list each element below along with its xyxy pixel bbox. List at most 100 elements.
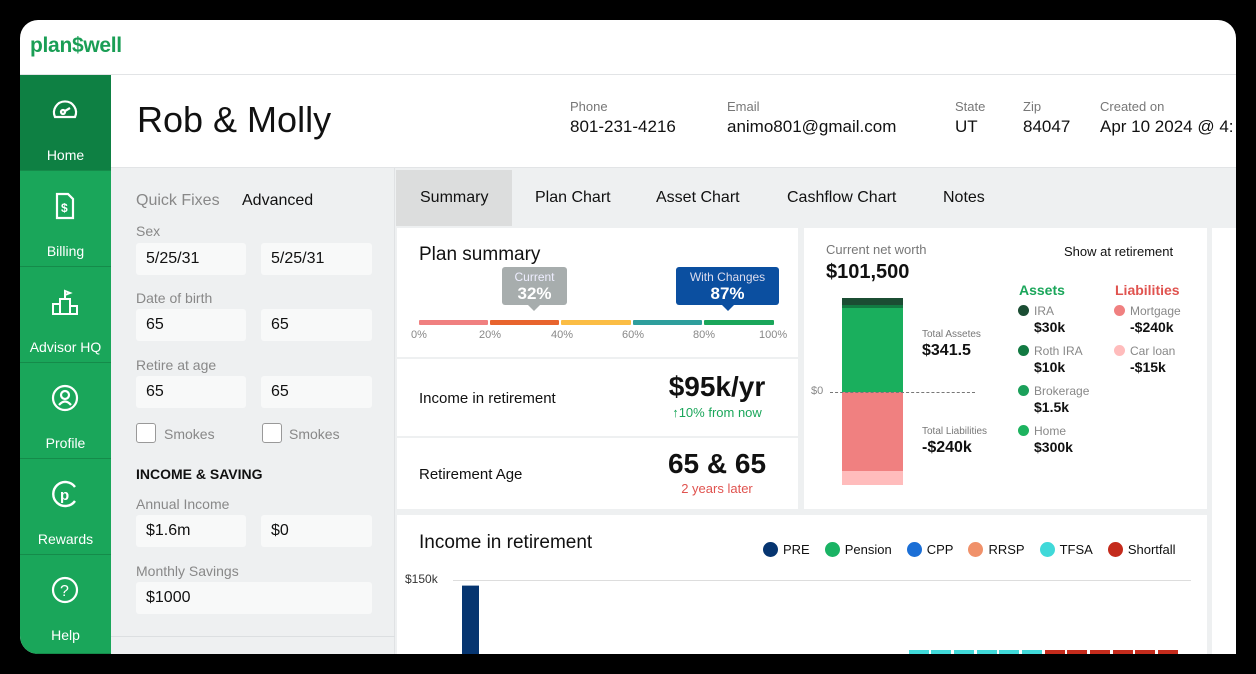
smokes-checkbox-1[interactable] [136,423,156,443]
current-value: 32% [517,284,552,303]
sidebar-item-billing[interactable]: $ Billing [20,171,111,267]
smokes-label-2: Smokes [289,426,340,442]
legend-item-shortfall[interactable]: Shortfall [1107,542,1176,557]
income-chart-card: Income in retirement PRE Pension CPP RRSP TF… [397,515,1207,654]
bar-tfsa[interactable] [931,650,951,654]
age-row-value: 65 & 65 [667,448,767,479]
total-assets-value: $341.5 [922,342,971,359]
roth-ira-dot-icon [1018,345,1029,356]
dob-input-1[interactable]: 65 [136,309,246,341]
legend-ira: IRA $30k [1018,304,1065,335]
state-value: UT [955,117,978,136]
legend-label: TFSA [1059,542,1093,557]
income-saving-heading: INCOME & SAVING [136,466,263,482]
zip-info: Zip 84047 [1023,99,1070,137]
income-bar-chart [462,585,1178,654]
bar-tfsa[interactable] [909,650,929,654]
bar-shortfall[interactable] [1045,650,1065,654]
sidebar-item-help[interactable]: ? Help [20,555,111,654]
smokes-checkbox-2[interactable] [262,423,282,443]
email-info: Email animo801@gmail.com [727,99,896,137]
main-tabs: Summary Plan Chart Asset Chart Cashflow … [395,168,1236,226]
scale-segment-60-80 [633,320,702,325]
scale-segment-80-100 [704,320,774,325]
current-pointer [528,305,540,317]
legend-label: Shortfall [1127,542,1176,557]
retirement-age-row: Retirement Age 65 & 65 2 years later [397,438,798,509]
age-row-delta: 2 years later [681,481,753,496]
divider [111,636,395,637]
legend-value: $300k [1034,439,1073,455]
legend-car-loan: Car loan -$15k [1114,344,1175,375]
sidebar-item-label: Rewards [37,531,94,547]
tab-plan-chart[interactable]: Plan Chart [535,189,611,206]
planswell-logo[interactable]: plan$well [30,34,122,57]
tick-label: 0% [411,329,427,341]
bar-tfsa[interactable] [977,650,997,654]
legend-item-pre[interactable]: PRE [763,542,810,557]
car-loan-dot-icon [1114,345,1125,356]
bar-shortfall[interactable] [1135,650,1155,654]
retire-age-input-1[interactable]: 65 [136,376,246,408]
monthly-savings-label: Monthly Savings [136,563,239,579]
sidebar-item-advisor-hq[interactable]: Advisor HQ [20,267,111,363]
sex-input-2[interactable]: 5/25/31 [261,243,372,275]
annual-income-input-2[interactable]: $0 [261,515,372,547]
retire-age-input-2[interactable]: 65 [261,376,372,408]
legend-label: Pension [844,542,892,557]
legend-item-rrsp[interactable]: RRSP [968,542,1025,557]
created-label: Created on [1100,99,1165,114]
sidebar-item-profile[interactable]: Profile [20,363,111,459]
sidebar-item-home[interactable]: Home [20,75,111,171]
bar-pre[interactable] [462,585,479,654]
total-liabilities-value: -$240k [922,439,972,456]
y-tick-label: $150k [405,572,438,586]
scale-segment-40-60 [561,320,631,325]
bar-tfsa[interactable] [1022,650,1042,654]
legend-dot-icon [1039,542,1055,557]
created-value: Apr 10 2024 @ 4: [1100,117,1234,136]
income-retirement-row: Income in retirement $95k/yr ↑10% from n… [397,359,798,436]
sex-input-1[interactable]: 5/25/31 [136,243,246,275]
legend-brokerage: Brokerage $1.5k [1018,384,1089,415]
podium-flag-icon [52,289,78,315]
tab-notes[interactable]: Notes [943,189,985,206]
legend-value: -$15k [1130,359,1166,375]
created-info: Created on Apr 10 2024 @ 4: [1100,99,1234,137]
tab-advanced[interactable]: Advanced [242,192,314,209]
bar-shortfall[interactable] [1067,650,1087,654]
tab-quick-fixes[interactable]: Quick Fixes [136,192,220,209]
monthly-savings-input[interactable]: $1000 [136,582,372,614]
chart-legend: PRE Pension CPP RRSP TFSA Shortfall [763,542,1191,557]
sidebar: Home $ Billing Advisor HQ Profile p Rewa… [20,75,111,654]
retire-age-label: Retire at age [136,357,217,373]
bar-tfsa[interactable] [999,650,1019,654]
show-at-retirement-toggle[interactable]: Show at retirement [1064,244,1174,259]
tick-label: 80% [693,329,716,341]
legend-item-pension[interactable]: Pension [824,542,892,557]
home-dot-icon [1018,425,1029,436]
tab-summary[interactable]: Summary [396,170,513,226]
gridline [453,580,1191,581]
sidebar-item-rewards[interactable]: p Rewards [20,459,111,555]
annual-income-input-1[interactable]: $1.6m [136,515,246,547]
legend-item-tfsa[interactable]: TFSA [1039,542,1093,557]
bar-shortfall[interactable] [1113,650,1133,654]
question-circle-icon: ? [51,576,79,604]
tab-cashflow-chart[interactable]: Cashflow Chart [787,189,897,206]
summary-content: Plan summary Current 32% With Changes 87… [395,226,1236,654]
legend-item-cpp[interactable]: CPP [906,542,953,557]
bar-shortfall[interactable] [1090,650,1110,654]
bar-shortfall[interactable] [1158,650,1178,654]
dob-input-2[interactable]: 65 [261,309,372,341]
bar-tfsa[interactable] [954,650,974,654]
client-header: Rob & Molly Phone 801-231-4216 Email animo… [111,75,1236,168]
legend-value: $10k [1034,359,1066,375]
legend-value: $30k [1034,319,1066,335]
tab-asset-chart[interactable]: Asset Chart [656,189,740,206]
legend-dot-icon [824,542,840,557]
phone-info: Phone 801-231-4216 [570,99,676,137]
client-name: Rob & Molly [137,99,332,140]
legend-value: $1.5k [1034,399,1070,415]
with-changes-value: 87% [710,284,745,303]
